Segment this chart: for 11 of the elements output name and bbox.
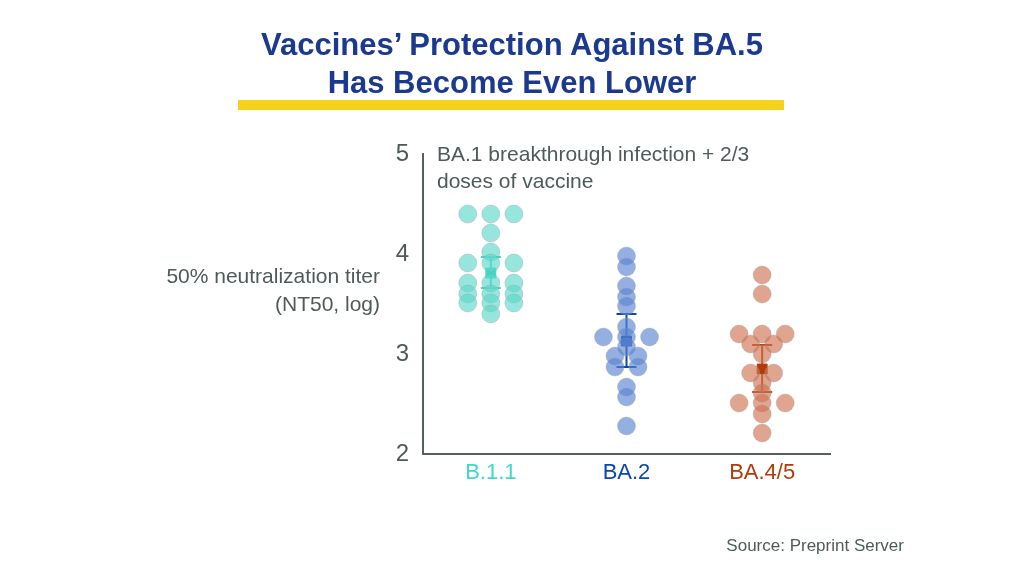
y-axis-title: 50% neutralization titer (NT50, log) [165, 263, 380, 317]
y-tick-label: 5 [395, 138, 409, 166]
source-note: Source: Preprint Server [726, 536, 904, 556]
y-tick-label: 3 [395, 338, 409, 366]
y-tick-label: 4 [395, 238, 409, 266]
y-tick-label: 2 [395, 438, 409, 466]
x-tick-label: B.1.1 [465, 459, 517, 485]
chart-subtitle: BA.1 breakthrough infection + 2/3 doses of vaccine [437, 141, 751, 194]
x-tick-label: BA.2 [602, 459, 651, 485]
x-tick-label: BA.4/5 [729, 459, 796, 485]
chart-title: Vaccines’ Protection Against BA.5 Has Become Even Lower [261, 27, 763, 100]
